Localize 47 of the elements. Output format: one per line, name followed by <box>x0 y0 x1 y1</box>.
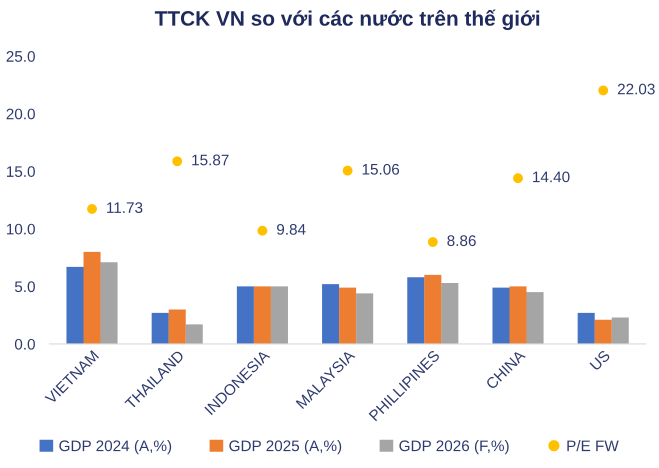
x-tick-label: US <box>589 350 611 371</box>
bar <box>270 286 288 344</box>
y-tick-label: 10.0 <box>6 224 35 235</box>
data-label: 8.86 <box>447 235 476 246</box>
data-label: 22.03 <box>618 84 655 94</box>
y-tick-label: 0.0 <box>14 338 35 350</box>
data-label: 14.40 <box>533 171 570 182</box>
legend-label: GDP 2025 (A,%) <box>229 440 342 454</box>
point <box>342 166 353 176</box>
bar <box>441 282 458 344</box>
data-label: 11.73 <box>107 202 142 214</box>
y-tick-label: 5.0 <box>14 281 35 292</box>
bar <box>492 288 510 344</box>
bar <box>152 312 169 344</box>
point <box>428 237 438 247</box>
bar <box>236 286 254 344</box>
point <box>172 156 182 166</box>
bar <box>84 252 101 344</box>
bar <box>356 293 374 344</box>
y-tick-label: 20.0 <box>6 108 35 120</box>
legend-label: GDP 2026 (F,%) <box>399 440 509 454</box>
data-label: 15.87 <box>192 154 229 166</box>
data-label: 9.84 <box>277 224 306 235</box>
bar <box>424 274 442 344</box>
bar <box>526 292 544 344</box>
y-tick-label: 15.0 <box>6 166 35 177</box>
bar <box>578 312 595 344</box>
y-tick-label: 25.0 <box>6 51 35 62</box>
legend-label: GDP 2024 (A,%) <box>59 440 172 454</box>
bar <box>322 284 340 344</box>
chart-title: TTCK VN so với các nước trên thế giới <box>154 10 540 30</box>
point <box>598 85 608 96</box>
bar <box>186 324 203 344</box>
point <box>258 226 268 236</box>
point <box>87 204 97 214</box>
bar <box>100 262 118 344</box>
bar <box>407 277 424 344</box>
bar <box>339 288 356 344</box>
legend-label: P/E FW <box>567 440 619 452</box>
bar <box>594 320 612 344</box>
point <box>513 173 523 184</box>
bar <box>612 318 629 344</box>
bar <box>510 286 527 344</box>
bar <box>66 266 84 344</box>
bar <box>168 309 186 344</box>
data-label: 15.06 <box>362 164 400 175</box>
bar <box>254 286 271 344</box>
